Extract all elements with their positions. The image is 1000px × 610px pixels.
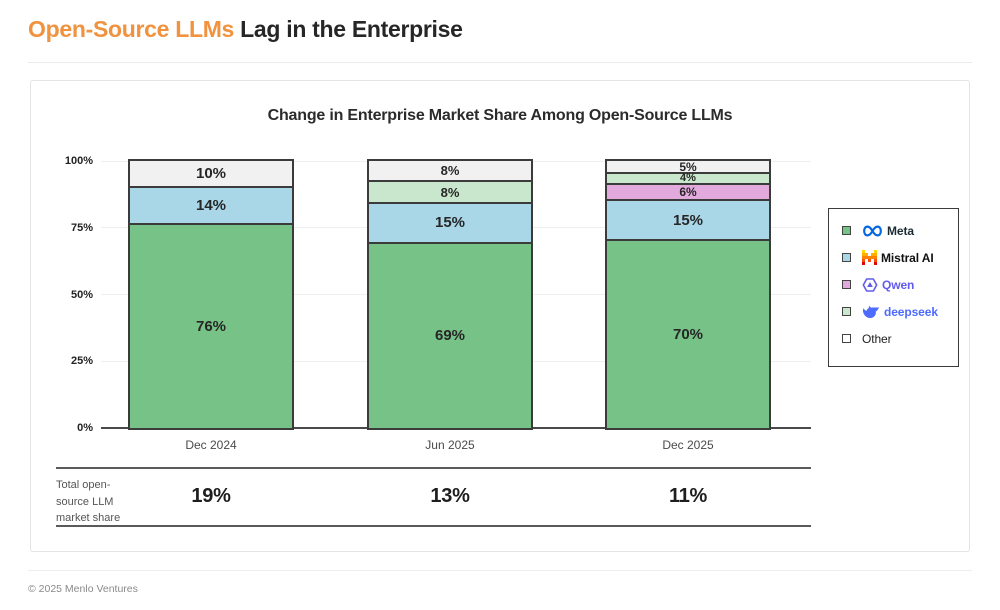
- meta-logo-icon: [862, 224, 883, 238]
- bar-dec-2024: 10% 14% 76%: [128, 159, 294, 430]
- legend-swatch: [842, 307, 851, 316]
- totals-row-label-line: Total open-: [56, 479, 111, 491]
- chart-card: Change in Enterprise Market Share Among …: [30, 80, 970, 552]
- legend-swatch: [842, 280, 851, 289]
- totals-value: 19%: [191, 485, 231, 507]
- mistral-logo-icon: [862, 250, 877, 265]
- bar-segment-value-label: 10%: [195, 164, 227, 182]
- bar-segment-value-label: 69%: [434, 327, 466, 345]
- bar-segment-value-label: 15%: [672, 211, 704, 229]
- legend-item-mistral-ai: Mistral AI: [842, 249, 958, 266]
- x-axis-label: Dec 2024: [185, 438, 237, 452]
- y-axis-tick-label: 25%: [70, 355, 93, 368]
- footer-divider: [28, 570, 972, 571]
- totals-value: 13%: [430, 485, 470, 507]
- legend-item-qwen: Qwen: [842, 276, 958, 293]
- bar-segment-value-label: 6%: [679, 185, 697, 200]
- y-axis-tick-label: 100%: [64, 155, 93, 167]
- totals-top-line: [56, 467, 811, 469]
- legend-label: Qwen: [882, 277, 915, 292]
- bar-segment-value-label: 70%: [672, 326, 704, 344]
- legend-label: Meta: [887, 223, 914, 238]
- legend-label: Mistral AI: [881, 250, 934, 265]
- bar-segment-mistral-ai: 14%: [130, 187, 292, 226]
- bar-segment-deepseek: 4%: [607, 172, 769, 186]
- totals-row-label-line: market share: [56, 512, 121, 524]
- totals-bottom-line: [56, 525, 811, 527]
- footer-copyright: © 2025 Menlo Ventures: [28, 583, 138, 595]
- bar-segment-deepseek: 8%: [369, 182, 531, 204]
- page-title-highlight: Open-Source LLMs: [28, 16, 235, 42]
- totals-row-label-line: source LLM: [56, 495, 114, 508]
- bar-segment-value-label: 14%: [195, 196, 227, 214]
- bar-segment-value-label: 8%: [440, 184, 460, 200]
- y-axis-tick-label: 50%: [70, 288, 93, 301]
- deepseek-logo-icon: [862, 305, 880, 319]
- legend-item-deepseek: deepseek: [842, 303, 958, 320]
- bar-segment-value-label: 4%: [680, 172, 696, 185]
- bar-dec-2025: 5% 4% 6% 15% 70%: [605, 159, 771, 430]
- legend-item-meta: Meta: [842, 222, 958, 239]
- chart-title: Change in Enterprise Market Share Among …: [267, 107, 733, 124]
- y-axis-tick-label: 0%: [77, 422, 93, 434]
- chart-plot: 0% 25% 50% 75% 100% 10% 14% 76% Dec 2024 8% 8% 15% 6…: [31, 81, 969, 551]
- legend-label: deepseek: [884, 304, 938, 319]
- bar-segment-other: 8%: [369, 161, 531, 183]
- bar-segment-other: 10%: [130, 161, 292, 188]
- bar-segment-value-label: 8%: [440, 163, 460, 179]
- chart-legend: Meta Mistral AI Qwen deepseek Other: [828, 208, 959, 367]
- x-axis-label: Dec 2025: [662, 438, 714, 452]
- bar-segment-meta: 70%: [607, 241, 769, 428]
- totals-value: 11%: [668, 485, 708, 507]
- legend-swatch: [842, 226, 851, 235]
- legend-swatch: [842, 253, 851, 262]
- bar-segment-mistral-ai: 15%: [607, 201, 769, 242]
- y-axis-tick-label: 75%: [70, 221, 93, 234]
- bar-segment-value-label: 76%: [195, 318, 227, 336]
- bar-jun-2025: 8% 8% 15% 69%: [367, 159, 533, 430]
- page-title: Open-Source LLMs Lag in the Enterprise: [28, 16, 463, 43]
- legend-swatch: [842, 334, 851, 343]
- header-divider: [28, 62, 972, 63]
- legend-label: Other: [862, 331, 892, 346]
- legend-item-other: Other: [842, 330, 958, 347]
- bar-segment-qwen: 6%: [607, 185, 769, 202]
- x-axis-label: Jun 2025: [425, 438, 475, 452]
- bar-segment-other: 5%: [607, 159, 769, 175]
- bar-segment-mistral-ai: 15%: [369, 203, 531, 244]
- bar-segment-meta: 69%: [369, 243, 531, 428]
- qwen-logo-icon: [862, 277, 878, 293]
- page-title-rest: Lag in the Enterprise: [234, 16, 463, 42]
- bar-segment-meta: 76%: [130, 225, 292, 428]
- bar-segment-value-label: 15%: [434, 214, 466, 232]
- bar-segment-value-label: 5%: [679, 159, 697, 174]
- totals-row-label: Total open-source LLM market share: [56, 477, 120, 527]
